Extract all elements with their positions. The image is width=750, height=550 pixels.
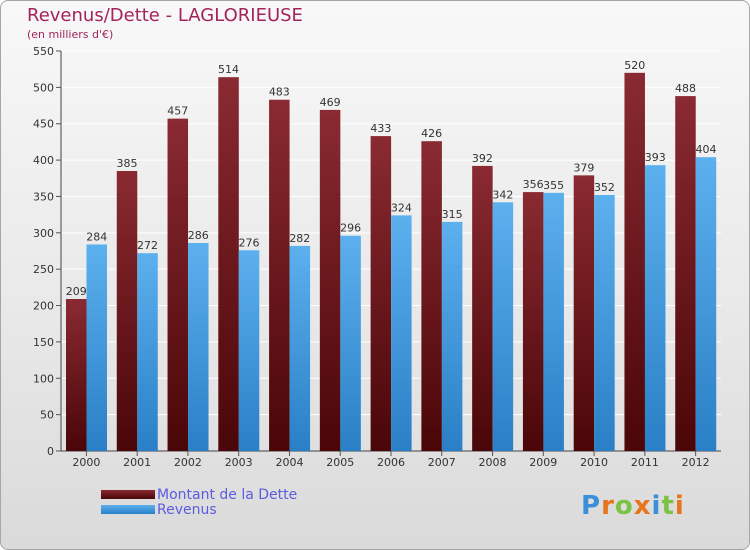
data-label-revenue: 315: [442, 208, 463, 221]
chart-title: Revenus/Dette - LAGLORIEUSE: [27, 5, 303, 26]
legend-label-revenue: Revenus: [157, 501, 217, 518]
data-label-debt: 488: [675, 82, 696, 95]
data-label-revenue: 296: [340, 222, 361, 235]
data-label-debt: 483: [269, 86, 290, 99]
data-label-revenue: 284: [86, 230, 107, 243]
data-label-debt: 379: [573, 161, 594, 174]
bar-revenue: [492, 202, 514, 451]
data-label-revenue: 404: [695, 143, 716, 156]
x-tick-label: 2000: [72, 456, 100, 469]
bar-revenue: [137, 253, 158, 451]
data-label-debt: 426: [421, 127, 442, 140]
x-tick-label: 2002: [174, 456, 202, 469]
x-tick-label: 2005: [326, 456, 354, 469]
legend-swatch-debt: [101, 490, 155, 499]
x-tick-label: 2006: [377, 456, 405, 469]
bar-revenue: [594, 195, 615, 451]
bar-debt: [218, 77, 239, 451]
x-tick-label: 2012: [682, 456, 710, 469]
y-tick-label: 150: [33, 336, 54, 349]
bar-debt: [675, 96, 696, 451]
x-tick-label: 2008: [479, 456, 507, 469]
y-tick-label: 200: [33, 300, 54, 313]
bar-debt: [269, 99, 290, 452]
x-tick-label: 2004: [275, 456, 303, 469]
y-tick-label: 50: [40, 409, 54, 422]
y-tick-label: 400: [33, 154, 54, 167]
data-label-debt: 356: [523, 178, 544, 191]
data-label-debt: 469: [320, 96, 341, 109]
bar-debt: [624, 72, 645, 452]
bar-revenue: [391, 215, 412, 451]
legend-item-revenue: Revenus: [101, 501, 297, 518]
bar-debt: [319, 109, 341, 451]
data-label-revenue: 352: [594, 181, 615, 194]
bar-debt: [573, 175, 595, 451]
y-tick-label: 450: [33, 118, 54, 131]
data-label-debt: 385: [117, 157, 138, 170]
bar-debt: [66, 299, 87, 451]
data-label-debt: 520: [624, 59, 645, 72]
data-label-revenue: 282: [289, 232, 310, 245]
x-tick-label: 2010: [580, 456, 608, 469]
data-label-revenue: 276: [239, 236, 260, 249]
bar-debt: [421, 141, 442, 451]
bar-revenue: [543, 192, 564, 451]
chart-subtitle: (en milliers d'€): [27, 28, 114, 41]
x-tick-label: 2003: [225, 456, 253, 469]
bar-debt: [472, 165, 493, 451]
x-tick-label: 2009: [529, 456, 557, 469]
bar-revenue: [695, 157, 717, 451]
y-tick-label: 350: [33, 190, 54, 203]
y-tick-label: 300: [33, 227, 54, 240]
data-label-debt: 457: [167, 105, 188, 118]
proxiti-logo: Proxiti: [581, 491, 685, 521]
data-label-revenue: 272: [137, 239, 158, 252]
data-label-revenue: 286: [188, 229, 209, 242]
y-tick-label: 0: [47, 445, 54, 458]
bar-revenue: [238, 250, 260, 451]
bar-debt: [522, 192, 544, 451]
data-label-debt: 514: [218, 63, 239, 76]
bar-debt: [370, 136, 392, 451]
x-tick-label: 2011: [631, 456, 659, 469]
bar-debt: [167, 118, 189, 452]
data-label-debt: 392: [472, 152, 493, 165]
legend: Montant de la Dette Revenus: [101, 486, 298, 518]
bar-revenue: [289, 245, 311, 451]
data-label-debt: 433: [370, 122, 391, 135]
legend-item-debt: Montant de la Dette: [101, 486, 298, 503]
y-tick-label: 100: [33, 372, 54, 385]
y-tick-label: 500: [33, 81, 54, 94]
bar-revenue: [86, 244, 107, 451]
bar-revenue: [188, 243, 209, 451]
x-tick-label: 2001: [123, 456, 151, 469]
data-label-revenue: 342: [492, 188, 513, 201]
bar-debt: [116, 171, 138, 451]
bar-revenue: [644, 165, 666, 451]
legend-swatch-revenue: [101, 505, 155, 514]
data-label-revenue: 355: [543, 179, 564, 192]
bar-revenue: [441, 221, 463, 451]
data-label-debt: 209: [66, 285, 87, 298]
x-tick-label: 2007: [428, 456, 456, 469]
data-label-revenue: 393: [645, 151, 666, 164]
data-label-revenue: 324: [391, 201, 412, 214]
bar-revenue: [340, 235, 361, 451]
legend-label-debt: Montant de la Dette: [157, 486, 298, 503]
y-tick-label: 250: [33, 263, 54, 276]
y-tick-label: 550: [33, 45, 54, 58]
